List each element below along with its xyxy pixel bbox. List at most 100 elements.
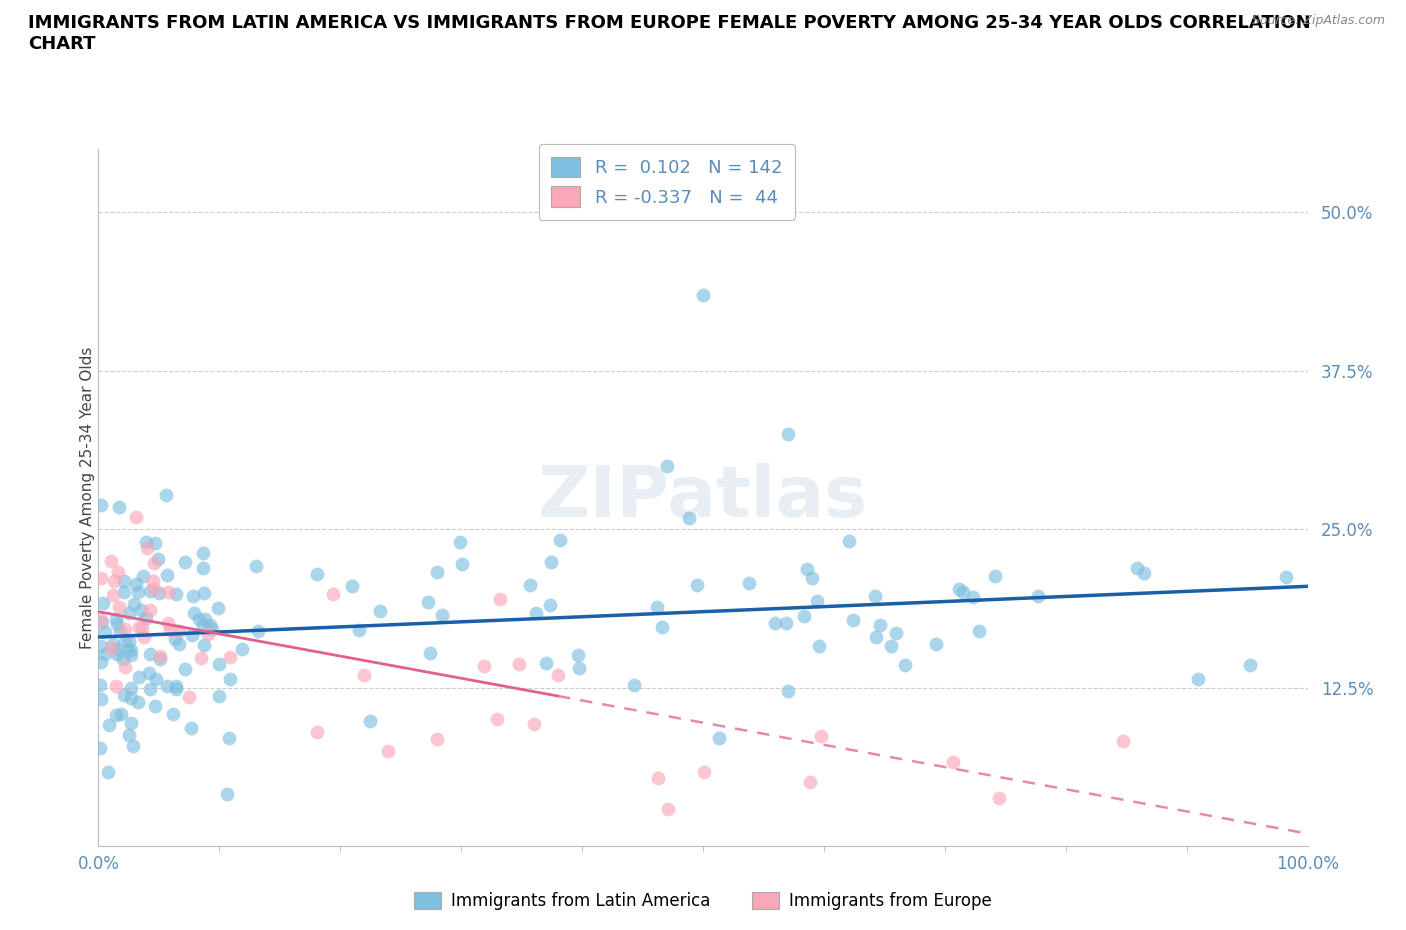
Point bbox=[519, 578, 541, 592]
Point bbox=[91, 595, 114, 610]
Point bbox=[188, 612, 211, 627]
Point bbox=[377, 743, 399, 758]
Point bbox=[97, 764, 120, 779]
Point bbox=[91, 615, 114, 630]
Point bbox=[359, 713, 381, 728]
Point bbox=[141, 573, 163, 588]
Point bbox=[128, 670, 150, 684]
Point bbox=[103, 587, 125, 602]
Point bbox=[127, 694, 149, 709]
Point bbox=[101, 636, 124, 651]
Point bbox=[218, 671, 240, 686]
Point bbox=[118, 606, 141, 621]
Point bbox=[340, 578, 363, 593]
Point bbox=[353, 668, 375, 683]
Point bbox=[692, 287, 714, 302]
Point bbox=[451, 557, 474, 572]
Point bbox=[193, 637, 215, 652]
Point bbox=[110, 707, 132, 722]
Point bbox=[806, 593, 828, 608]
Point bbox=[231, 641, 253, 656]
Point bbox=[105, 678, 128, 693]
Point bbox=[183, 605, 205, 620]
Point bbox=[623, 677, 645, 692]
Point bbox=[135, 610, 157, 625]
Point bbox=[145, 536, 167, 551]
Point bbox=[159, 622, 181, 637]
Point bbox=[776, 684, 799, 698]
Point bbox=[100, 554, 122, 569]
Point bbox=[1026, 589, 1049, 604]
Point bbox=[191, 546, 214, 561]
Point bbox=[128, 619, 150, 634]
Point bbox=[737, 576, 759, 591]
Point bbox=[174, 554, 197, 569]
Point bbox=[522, 717, 544, 732]
Point bbox=[165, 631, 187, 646]
Point bbox=[139, 603, 162, 618]
Legend: R =  0.102   N = 142, R = -0.337   N =  44: R = 0.102 N = 142, R = -0.337 N = 44 bbox=[538, 144, 794, 219]
Text: IMMIGRANTS FROM LATIN AMERICA VS IMMIGRANTS FROM EUROPE FEMALE POVERTY AMONG 25-: IMMIGRANTS FROM LATIN AMERICA VS IMMIGRA… bbox=[28, 14, 1310, 53]
Point bbox=[536, 656, 558, 671]
Point bbox=[967, 623, 990, 638]
Point bbox=[952, 584, 974, 599]
Text: ZIPatlas: ZIPatlas bbox=[538, 463, 868, 532]
Point bbox=[426, 565, 449, 579]
Point bbox=[112, 573, 135, 588]
Point bbox=[108, 500, 131, 515]
Point bbox=[139, 681, 162, 696]
Text: Source: ZipAtlas.com: Source: ZipAtlas.com bbox=[1251, 14, 1385, 27]
Point bbox=[368, 604, 391, 618]
Point bbox=[97, 718, 120, 733]
Point bbox=[89, 740, 111, 755]
Point bbox=[105, 646, 128, 661]
Point bbox=[540, 555, 562, 570]
Point bbox=[645, 600, 668, 615]
Point bbox=[173, 661, 195, 676]
Point bbox=[948, 582, 970, 597]
Point bbox=[180, 628, 202, 643]
Point bbox=[647, 770, 669, 785]
Point bbox=[120, 643, 142, 658]
Point bbox=[880, 639, 903, 654]
Point bbox=[131, 620, 153, 635]
Point bbox=[449, 535, 471, 550]
Point bbox=[208, 657, 231, 671]
Point bbox=[800, 571, 823, 586]
Point bbox=[841, 612, 863, 627]
Point bbox=[678, 511, 700, 525]
Point bbox=[198, 618, 221, 632]
Point bbox=[155, 487, 177, 502]
Point bbox=[143, 698, 166, 713]
Y-axis label: Female Poverty Among 25-34 Year Olds: Female Poverty Among 25-34 Year Olds bbox=[80, 346, 94, 649]
Point bbox=[165, 586, 187, 601]
Point bbox=[207, 601, 229, 616]
Point bbox=[135, 541, 157, 556]
Point bbox=[156, 585, 179, 600]
Point bbox=[125, 576, 148, 591]
Point bbox=[94, 647, 117, 662]
Point bbox=[1187, 671, 1209, 686]
Point bbox=[763, 616, 786, 631]
Point bbox=[548, 533, 571, 548]
Point bbox=[419, 645, 441, 660]
Point bbox=[149, 648, 172, 663]
Point bbox=[1239, 658, 1261, 673]
Point bbox=[139, 583, 162, 598]
Point bbox=[112, 584, 135, 599]
Legend: Immigrants from Latin America, Immigrants from Europe: Immigrants from Latin America, Immigrant… bbox=[408, 885, 998, 917]
Point bbox=[863, 589, 886, 604]
Point bbox=[657, 802, 679, 817]
Point bbox=[245, 559, 267, 574]
Point bbox=[686, 578, 709, 592]
Point bbox=[869, 618, 891, 632]
Point bbox=[112, 652, 135, 667]
Point bbox=[793, 609, 815, 624]
Point bbox=[194, 611, 217, 626]
Point bbox=[347, 622, 370, 637]
Point bbox=[105, 708, 128, 723]
Point bbox=[104, 612, 127, 627]
Point bbox=[193, 561, 215, 576]
Point bbox=[139, 646, 162, 661]
Point bbox=[156, 567, 179, 582]
